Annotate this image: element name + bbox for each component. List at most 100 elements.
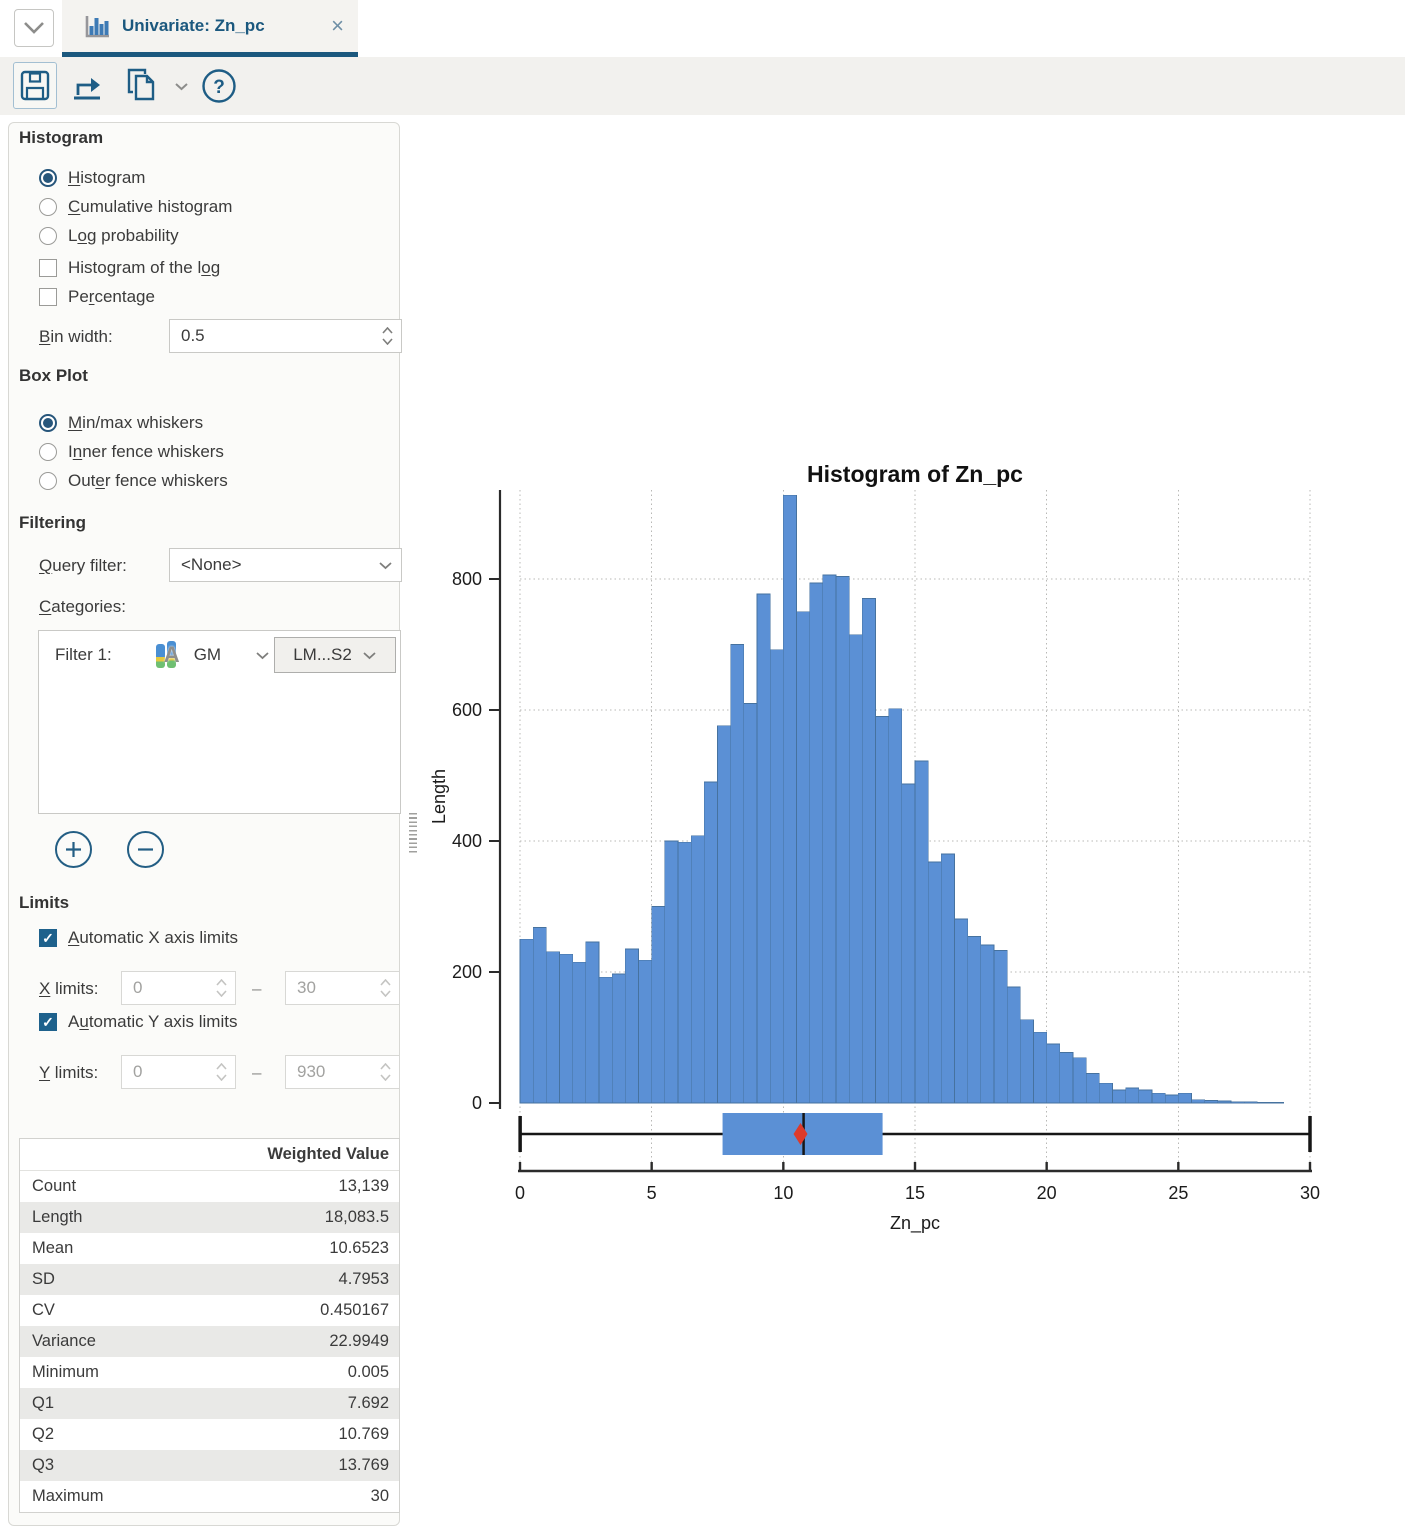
spinner-up-icon [216, 979, 227, 986]
spinner-down-icon [216, 1074, 227, 1081]
export-button[interactable] [66, 66, 108, 106]
histogram-bar [756, 593, 771, 1104]
histogram-bar [677, 841, 692, 1104]
query-filter-dropdown[interactable]: <None> [169, 548, 402, 582]
stats-label: Mean [32, 1239, 74, 1257]
histogram-chart: 0 200 400 600 800 Length 0 5 10 15 20 25 30 Zn_pc Hist… [429, 461, 1320, 1234]
spinner-up-icon [380, 1063, 391, 1070]
spinner-up-icon [380, 979, 391, 986]
radio-log-probability[interactable]: Log probability [39, 222, 179, 250]
checkbox-indicator [39, 929, 57, 947]
copy-button[interactable] [122, 64, 164, 106]
checkbox-indicator [39, 1013, 57, 1031]
x-limits-label: X limits: [39, 979, 99, 998]
stats-value: 13,139 [338, 1177, 389, 1195]
histogram-bar [822, 574, 837, 1104]
stats-label: SD [32, 1270, 55, 1288]
histogram-bar [519, 938, 534, 1104]
y-limit-max-input[interactable]: 930 [285, 1055, 400, 1089]
stats-table-header: Weighted Value [20, 1139, 399, 1171]
spinner-arrows[interactable] [382, 327, 393, 345]
stats-value: 0.450167 [320, 1301, 389, 1319]
filter-column-dropdown[interactable]: A GM [155, 640, 270, 670]
radio-cumulative-histogram[interactable]: Cumulative histogram [39, 193, 232, 221]
stats-row: Q2 10.769 [20, 1419, 399, 1450]
stats-row: Minimum 0.005 [20, 1357, 399, 1388]
tab-close-icon[interactable]: × [331, 13, 344, 38]
query-filter-value: <None> [181, 555, 242, 574]
stats-value: 30 [370, 1487, 389, 1505]
stats-row: Mean 10.6523 [20, 1233, 399, 1264]
radio-inner-fence-whiskers[interactable]: Inner fence whiskers [39, 438, 224, 466]
tab-title: Univariate: Zn_pc [122, 16, 265, 35]
chevron-down-icon [379, 561, 392, 569]
filter-value-dropdown[interactable]: LM...S2 [274, 637, 396, 673]
help-button[interactable]: ? [198, 66, 240, 106]
histogram-bar [1112, 1089, 1127, 1104]
histogram-bar [967, 936, 982, 1104]
export-arrow-icon [74, 78, 100, 100]
histogram-bar [835, 575, 850, 1104]
stats-row: CV 0.450167 [20, 1295, 399, 1326]
radio-label: Cumulative histogram [68, 197, 233, 216]
x-tick-label: 0 [515, 1183, 525, 1203]
radio-label: Log probability [68, 226, 179, 245]
filter-row-label: Filter 1: [55, 645, 112, 664]
checkbox-percentage[interactable]: Percentage [39, 283, 155, 311]
x-limit-max-input[interactable]: 30 [285, 971, 400, 1005]
histogram-bar [809, 582, 824, 1104]
box-plot-section-title: Box Plot [19, 366, 88, 385]
x-limit-min-input[interactable]: 0 [121, 971, 236, 1005]
spinner-down-icon [382, 338, 393, 345]
x-limits-separator: – [252, 979, 262, 998]
radio-indicator [39, 472, 57, 490]
copy-menu-button[interactable] [170, 77, 192, 95]
y-tick-label: 400 [452, 831, 482, 851]
remove-filter-button[interactable] [127, 831, 164, 868]
histogram-bar [901, 783, 916, 1104]
stats-label: Q1 [32, 1394, 55, 1412]
window-menu-button[interactable] [14, 9, 54, 47]
histogram-section-title: Histogram [19, 128, 104, 147]
histogram-bar [703, 781, 718, 1104]
svg-text:?: ? [213, 77, 225, 98]
y-limits-separator: – [252, 1063, 262, 1082]
settings-panel: Histogram Histogram Cumulative histogram… [8, 122, 402, 1526]
histogram-bar [940, 853, 955, 1104]
filter-row: Filter 1: A GM LM...S2 [39, 631, 400, 675]
checkbox-auto-y-limits[interactable]: Automatic Y axis limits [39, 1011, 237, 1033]
stats-label: Variance [32, 1332, 96, 1350]
radio-minmax-whiskers[interactable]: Min/max whiskers [39, 409, 203, 437]
histogram-bar [1191, 1099, 1206, 1104]
filtering-section-title: Filtering [19, 513, 87, 532]
y-limit-min-input[interactable]: 0 [121, 1055, 236, 1089]
save-button[interactable] [13, 62, 57, 109]
histogram-bar [664, 840, 679, 1104]
checkbox-label: Percentage [68, 287, 155, 306]
tab-univariate[interactable]: Univariate: Zn_pc × [62, 0, 358, 57]
histogram-bar [717, 725, 732, 1104]
red-diamond-icon [793, 1123, 808, 1145]
radio-indicator [39, 198, 57, 216]
histogram-bar [545, 951, 560, 1104]
chart-title: Histogram of Zn_pc [807, 461, 1023, 487]
filter-value: LM...S2 [293, 645, 352, 664]
stats-label: Q3 [32, 1456, 55, 1474]
panel-splitter-handle[interactable] [409, 813, 417, 853]
radio-label: Histogram [68, 168, 146, 187]
spinner-arrows [380, 979, 391, 997]
histogram-bar [875, 716, 890, 1104]
histogram-bar [1177, 1092, 1192, 1104]
x-tick-label: 20 [1037, 1183, 1057, 1203]
checkbox-auto-x-limits[interactable]: Automatic X axis limits [39, 927, 238, 949]
histogram-bar [1138, 1089, 1153, 1104]
bin-width-input[interactable]: 0.5 [169, 319, 402, 353]
histogram-bar [730, 644, 745, 1104]
spinner-down-icon [380, 1074, 391, 1081]
checkbox-histogram-of-log[interactable]: Histogram of the log [39, 254, 220, 282]
histogram-bar [1046, 1043, 1061, 1104]
radio-histogram[interactable]: Histogram [39, 164, 145, 192]
add-filter-button[interactable] [55, 831, 92, 868]
radio-outer-fence-whiskers[interactable]: Outer fence whiskers [39, 467, 228, 495]
